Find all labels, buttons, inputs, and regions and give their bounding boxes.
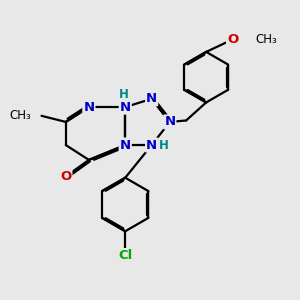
Text: N: N — [83, 100, 94, 114]
Text: O: O — [60, 170, 71, 183]
Text: H: H — [159, 139, 169, 152]
Text: O: O — [227, 33, 238, 46]
Text: N: N — [120, 100, 131, 114]
Text: H: H — [119, 88, 129, 101]
Text: N: N — [164, 116, 175, 128]
Text: CH₃: CH₃ — [9, 109, 31, 122]
Text: Cl: Cl — [118, 249, 132, 262]
Text: CH₃: CH₃ — [256, 33, 277, 46]
Text: N: N — [146, 92, 157, 105]
Text: N: N — [146, 139, 157, 152]
Text: N: N — [120, 139, 131, 152]
